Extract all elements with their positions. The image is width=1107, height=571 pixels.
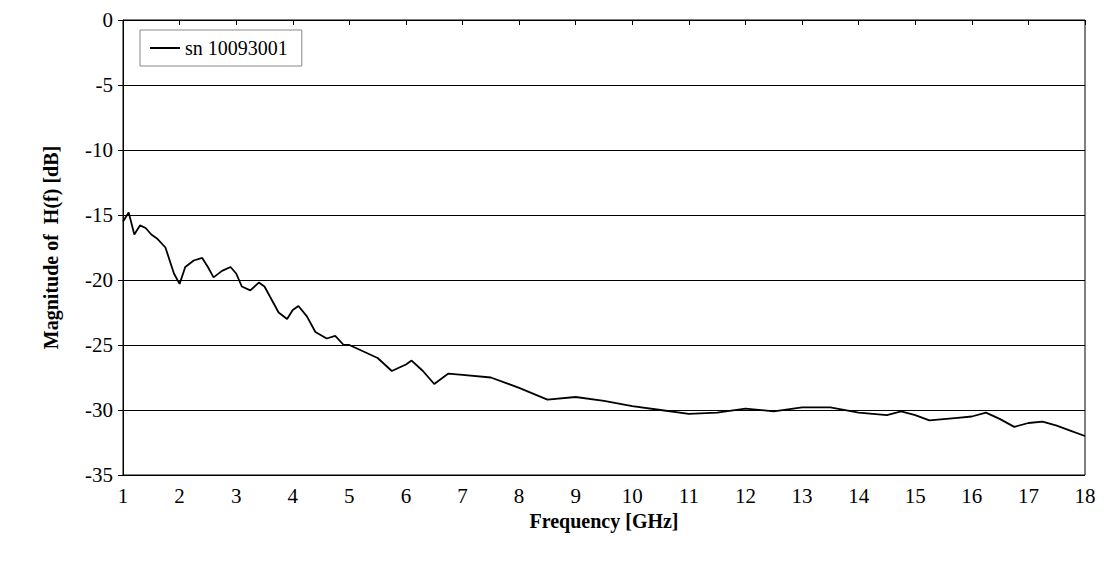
svg-text:14: 14 (848, 484, 870, 508)
svg-text:0: 0 (103, 8, 114, 32)
svg-text:16: 16 (961, 484, 982, 508)
svg-text:-20: -20 (85, 268, 113, 292)
svg-text:-5: -5 (96, 73, 114, 97)
svg-text:3: 3 (231, 484, 242, 508)
svg-text:-25: -25 (85, 333, 113, 357)
svg-text:-30: -30 (85, 398, 113, 422)
svg-text:11: 11 (679, 484, 699, 508)
svg-text:15: 15 (905, 484, 926, 508)
svg-text:Frequency [GHz]: Frequency [GHz] (529, 510, 678, 533)
svg-text:18: 18 (1075, 484, 1096, 508)
svg-text:sn 10093001: sn 10093001 (185, 37, 288, 59)
svg-text:-15: -15 (85, 203, 113, 227)
svg-text:13: 13 (792, 484, 813, 508)
svg-text:Magnitude of H(f) [dB]: Magnitude of H(f) [dB] (40, 146, 63, 349)
svg-text:1: 1 (118, 484, 129, 508)
svg-text:10: 10 (622, 484, 643, 508)
svg-text:-35: -35 (85, 463, 113, 487)
svg-text:7: 7 (457, 484, 468, 508)
svg-text:17: 17 (1018, 484, 1039, 508)
svg-text:-10: -10 (85, 138, 113, 162)
svg-text:8: 8 (514, 484, 525, 508)
svg-text:12: 12 (735, 484, 756, 508)
svg-text:4: 4 (288, 484, 299, 508)
svg-text:2: 2 (174, 484, 185, 508)
svg-text:9: 9 (570, 484, 581, 508)
svg-text:6: 6 (401, 484, 412, 508)
svg-text:5: 5 (344, 484, 355, 508)
